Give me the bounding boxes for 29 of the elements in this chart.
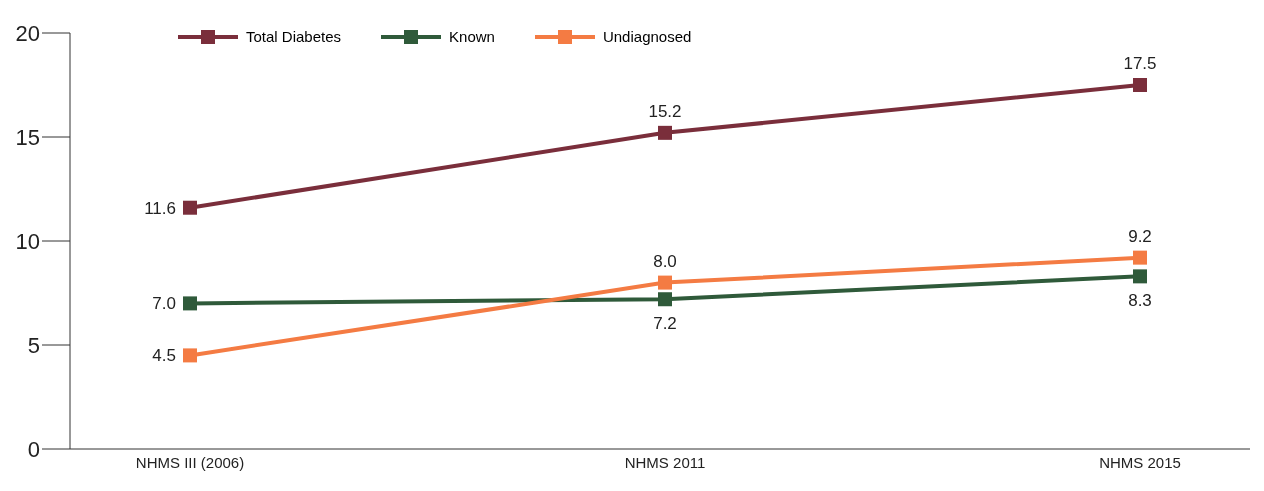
x-tick-label: NHMS 2015 (1099, 453, 1181, 471)
data-label: 7.0 (152, 294, 176, 314)
legend-label: Total Diabetes (245, 28, 342, 45)
data-label: 15.2 (648, 101, 682, 121)
data-label: 8.3 (1128, 291, 1152, 311)
point (658, 275, 672, 290)
y-tick-label: 10 (15, 228, 40, 254)
point (1133, 78, 1147, 92)
data-label: 7.2 (653, 314, 677, 334)
x-tick-label: NHMS III (2006) (135, 453, 245, 471)
legend-label: Undiagnosed (601, 28, 692, 45)
data-label: 17.5 (1123, 54, 1157, 73)
x-tick-label: NHMS 2011 (624, 453, 706, 471)
point (658, 292, 672, 307)
data-label: 8.0 (653, 251, 677, 271)
point (658, 125, 672, 140)
data-label: 9.2 (1128, 226, 1152, 246)
point (183, 296, 197, 311)
point (183, 348, 197, 363)
point (183, 200, 197, 215)
data-label: 4.5 (152, 346, 176, 366)
y-tick-label: 5 (27, 332, 40, 358)
point (1133, 250, 1147, 265)
y-tick-label: 0 (27, 436, 40, 462)
y-tick-label: 15 (15, 124, 40, 150)
point (1133, 269, 1147, 284)
y-tick-label: 20 (15, 20, 40, 46)
data-label: 11.6 (144, 198, 176, 218)
legend-label: Known (448, 28, 495, 45)
